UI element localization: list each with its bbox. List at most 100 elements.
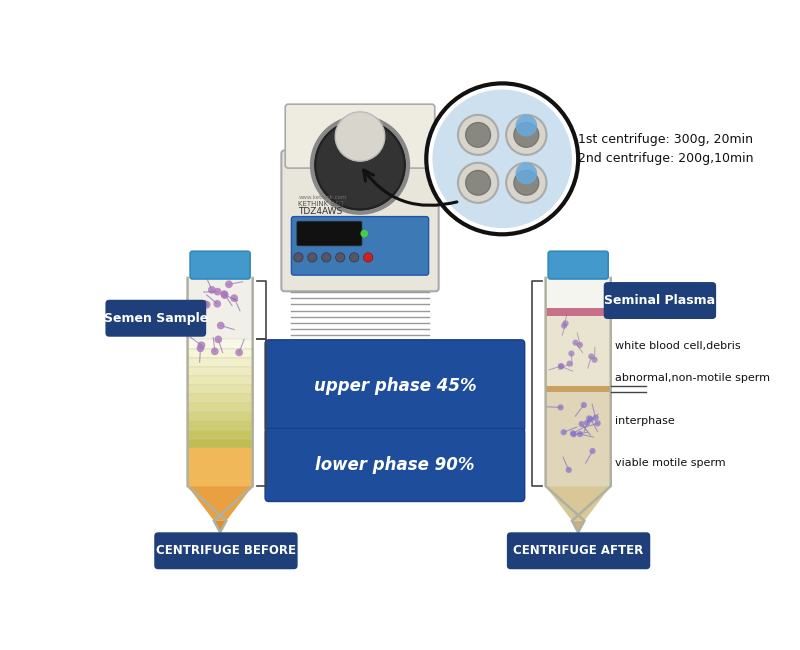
Circle shape — [561, 429, 567, 436]
Polygon shape — [546, 385, 610, 392]
Circle shape — [221, 290, 228, 298]
Polygon shape — [546, 486, 610, 521]
Circle shape — [221, 291, 229, 299]
Polygon shape — [187, 412, 253, 421]
Polygon shape — [546, 308, 610, 317]
Polygon shape — [187, 430, 253, 439]
Circle shape — [577, 342, 583, 348]
Circle shape — [350, 253, 359, 262]
FancyBboxPatch shape — [604, 282, 716, 319]
Circle shape — [570, 431, 577, 437]
Text: www.kethink.com: www.kethink.com — [298, 195, 347, 200]
Circle shape — [361, 229, 368, 237]
Polygon shape — [187, 486, 253, 521]
FancyBboxPatch shape — [187, 277, 253, 339]
Circle shape — [294, 253, 303, 262]
Circle shape — [562, 320, 569, 326]
Circle shape — [466, 123, 490, 147]
Circle shape — [570, 430, 576, 436]
Circle shape — [506, 115, 546, 155]
Circle shape — [578, 421, 585, 427]
Circle shape — [197, 344, 204, 352]
Polygon shape — [214, 521, 226, 532]
Circle shape — [584, 420, 590, 426]
Circle shape — [458, 115, 498, 155]
FancyBboxPatch shape — [286, 104, 435, 168]
Circle shape — [308, 253, 317, 262]
Text: viable motile sperm: viable motile sperm — [615, 458, 726, 468]
Polygon shape — [187, 448, 253, 486]
Circle shape — [211, 348, 218, 355]
Circle shape — [566, 467, 572, 473]
Circle shape — [214, 288, 222, 296]
Circle shape — [315, 120, 405, 210]
Text: CENTRIFUGE BEFORE: CENTRIFUGE BEFORE — [156, 544, 296, 557]
Polygon shape — [546, 277, 610, 308]
FancyBboxPatch shape — [507, 532, 650, 569]
Text: 2nd centrifuge: 200g,10min: 2nd centrifuge: 200g,10min — [578, 152, 754, 165]
Circle shape — [515, 115, 537, 136]
Circle shape — [363, 253, 373, 262]
Circle shape — [198, 341, 206, 349]
Circle shape — [217, 322, 225, 330]
Polygon shape — [546, 317, 610, 385]
FancyBboxPatch shape — [282, 150, 438, 291]
Text: abnormal,non-motile sperm: abnormal,non-motile sperm — [615, 373, 770, 384]
Circle shape — [208, 286, 216, 294]
Circle shape — [214, 335, 222, 343]
Circle shape — [577, 431, 583, 437]
FancyBboxPatch shape — [265, 340, 525, 432]
Polygon shape — [187, 367, 253, 376]
Circle shape — [588, 416, 594, 422]
FancyBboxPatch shape — [190, 252, 250, 279]
Polygon shape — [187, 385, 253, 394]
FancyBboxPatch shape — [548, 252, 608, 279]
Text: Semen Sample: Semen Sample — [104, 312, 208, 325]
Text: TDZ4AWS: TDZ4AWS — [298, 207, 342, 216]
Circle shape — [586, 415, 592, 421]
FancyBboxPatch shape — [291, 216, 429, 275]
Circle shape — [225, 280, 233, 288]
Circle shape — [588, 354, 594, 359]
Circle shape — [514, 123, 538, 147]
Circle shape — [335, 112, 385, 161]
Circle shape — [568, 350, 574, 357]
Circle shape — [458, 162, 498, 203]
Polygon shape — [187, 339, 253, 348]
FancyBboxPatch shape — [106, 300, 206, 337]
Text: KETHINK S&T: KETHINK S&T — [298, 201, 345, 207]
Circle shape — [593, 415, 598, 421]
Circle shape — [573, 339, 578, 346]
Text: lower phase 90%: lower phase 90% — [315, 456, 474, 474]
Circle shape — [201, 300, 209, 307]
Circle shape — [590, 448, 596, 454]
Polygon shape — [187, 403, 253, 412]
Polygon shape — [546, 392, 610, 486]
Circle shape — [235, 348, 243, 356]
Polygon shape — [572, 521, 584, 532]
Polygon shape — [187, 394, 253, 403]
Text: CENTRIFUGE AFTER: CENTRIFUGE AFTER — [514, 544, 644, 557]
Circle shape — [506, 162, 546, 203]
Circle shape — [561, 322, 567, 329]
Text: 1st centrifuge: 300g, 20min: 1st centrifuge: 300g, 20min — [578, 133, 753, 146]
Text: white blood cell,debris: white blood cell,debris — [615, 341, 741, 351]
Circle shape — [558, 363, 564, 369]
Text: Seminal Plasma: Seminal Plasma — [604, 294, 715, 307]
Polygon shape — [187, 348, 253, 358]
Polygon shape — [187, 421, 253, 430]
Circle shape — [336, 253, 345, 262]
Circle shape — [566, 361, 573, 367]
FancyArrowPatch shape — [364, 170, 457, 205]
Text: interphase: interphase — [615, 415, 675, 426]
Circle shape — [322, 253, 331, 262]
Circle shape — [514, 170, 538, 195]
Text: upper phase 45%: upper phase 45% — [314, 377, 476, 395]
Circle shape — [558, 404, 564, 410]
Circle shape — [591, 357, 598, 363]
Circle shape — [426, 83, 578, 234]
Circle shape — [433, 90, 572, 228]
Polygon shape — [187, 376, 253, 385]
FancyBboxPatch shape — [154, 532, 298, 569]
Circle shape — [515, 162, 537, 185]
